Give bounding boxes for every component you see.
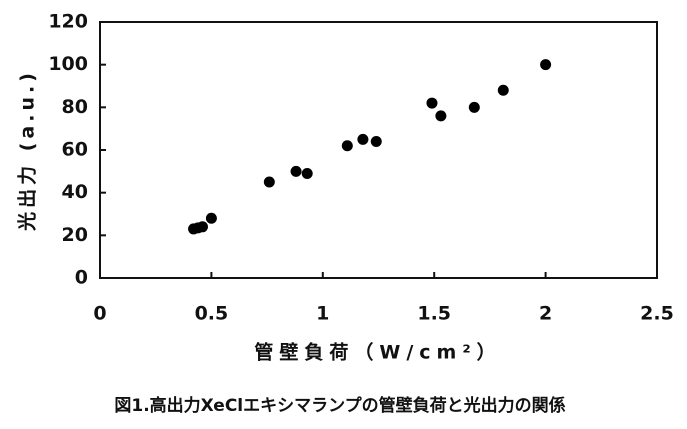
point (341, 140, 353, 152)
point (435, 110, 447, 122)
point (540, 59, 552, 71)
point (468, 101, 480, 113)
point (263, 176, 275, 188)
y-tick-label: 60 (62, 139, 88, 161)
point (497, 84, 509, 96)
point (426, 97, 438, 109)
x-tick-label: 0.5 (195, 303, 229, 325)
x-tick-label: 2.5 (640, 303, 674, 325)
y-tick-label: 80 (62, 96, 88, 118)
point (370, 135, 382, 147)
x-tick-label: 2 (539, 303, 552, 325)
point (205, 212, 217, 224)
y-tick-label: 120 (48, 11, 88, 33)
y-tick-label: 40 (62, 181, 88, 203)
point (357, 133, 369, 145)
y-tick-label: 20 (62, 224, 88, 246)
point (196, 221, 208, 233)
point (301, 167, 313, 179)
point (290, 165, 302, 177)
y-tick-label: 100 (48, 53, 88, 75)
caption: 図1.高出力XeClエキシマランプの管壁負荷と光出力の関係 (114, 395, 565, 416)
y-axis-label: 光出力 (a.u.) (16, 69, 39, 232)
x-axis-label: 管壁負荷（W/cm²） (254, 341, 501, 364)
x-tick-label: 0 (93, 303, 106, 325)
y-tick-label: 0 (75, 267, 88, 289)
x-tick-label: 1.5 (417, 303, 451, 325)
plot-frame (99, 21, 658, 279)
x-tick-label: 1 (316, 303, 329, 325)
